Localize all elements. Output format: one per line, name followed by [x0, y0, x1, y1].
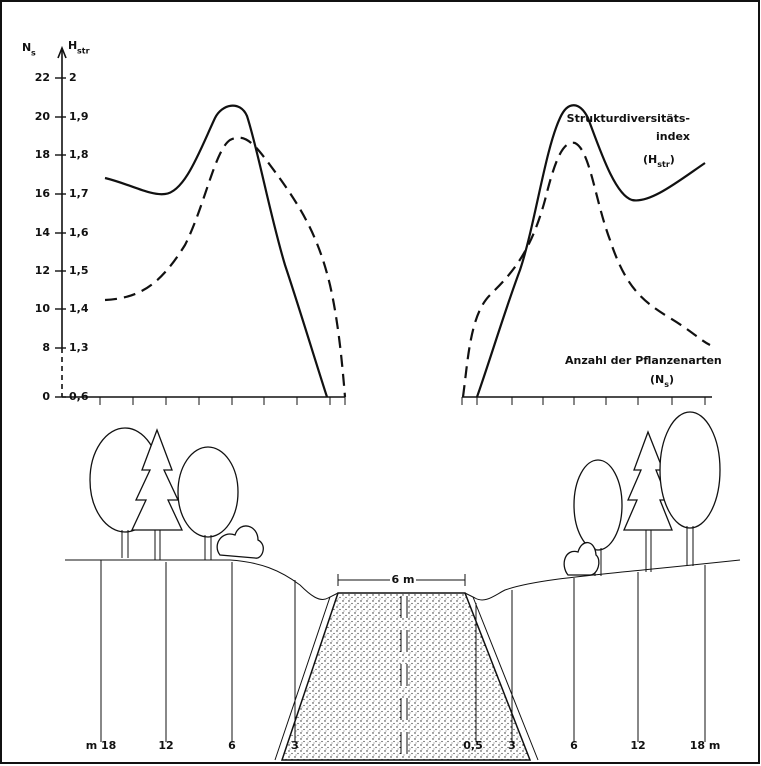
y-ticks: 22 220 1,918 1,816 1,714 1,612 1,510 1,48 1,30 0,… [35, 71, 89, 403]
distance-label: 12 [630, 739, 645, 752]
distance-label: 0,5 [463, 739, 483, 752]
paren: ) [670, 153, 675, 166]
distance-label: m 18 [86, 739, 117, 752]
road-width: 6 m [392, 573, 415, 586]
paren: ) [669, 373, 674, 386]
species-curve-right [461, 141, 711, 398]
landscape: 6 m [65, 411, 741, 761]
left-tick-label: 12 [35, 264, 50, 277]
distance-label: 6 [570, 739, 578, 752]
right-tick-label: 1,3 [69, 341, 89, 354]
distance-label: 12 [158, 739, 173, 752]
left-tick-label: 20 [35, 110, 51, 123]
distance-label: 3 [291, 739, 299, 752]
left-tick-label: 14 [35, 226, 51, 239]
diversity-label: Strukturdiversitäts- [567, 112, 690, 125]
species-symbol: (Ns) [650, 373, 674, 389]
subscript: s [664, 380, 669, 389]
right-tick-label: 2 [69, 71, 77, 84]
diversity-symbol: (Hstr) [643, 153, 675, 169]
species-label: Anzahl der Pflanzenarten [565, 354, 722, 367]
left-tick-label: 16 [35, 187, 51, 200]
right-tick-label: 1,4 [69, 302, 89, 315]
right-tick-label: 1,8 [69, 148, 89, 161]
distance-label: 18 m [690, 739, 721, 752]
right-axis-sub: str [77, 47, 90, 56]
left-axis-sub: s [31, 49, 36, 58]
axis-arrow [57, 45, 67, 59]
symbol: (H [643, 153, 657, 166]
right-tick-label: 1,7 [69, 187, 89, 200]
x-ticks [99, 397, 706, 405]
right-tick-label: 1,6 [69, 226, 89, 239]
symbol: (N [650, 373, 664, 386]
distance-labels: m 18 12 6 3 0,5 3 6 12 18 m [86, 739, 721, 752]
diversity-curve-right [475, 104, 706, 398]
diversity-curve-left [104, 104, 329, 398]
left-tick-label: 10 [35, 302, 51, 315]
left-tick-label: 18 [35, 148, 50, 161]
left-tick-label: 22 [35, 71, 50, 84]
right-axis-symbol: H [68, 39, 77, 52]
right-tick-label: 1,9 [69, 110, 89, 123]
right-tick-label: 1,5 [69, 264, 89, 277]
diversity-label: index [656, 130, 690, 143]
left-tick-label: 0 [42, 390, 50, 403]
distance-label: 3 [508, 739, 516, 752]
subscript: str [657, 160, 670, 169]
left-tick-label: 8 [42, 341, 50, 354]
species-curve-left [104, 136, 347, 398]
left-axis-symbol: N [22, 41, 31, 54]
distance-label: 6 [228, 739, 236, 752]
